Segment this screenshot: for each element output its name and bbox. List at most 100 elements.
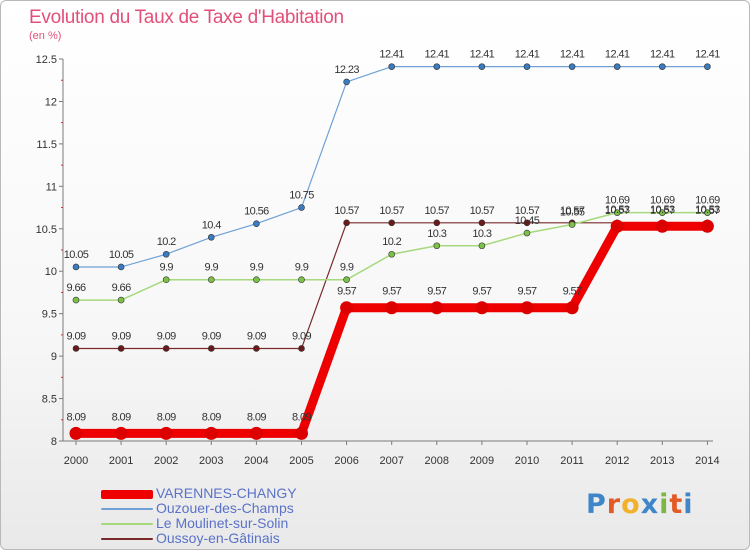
data-label: 8.09 <box>202 411 221 423</box>
data-point <box>343 219 350 227</box>
x-tick-label: 2000 <box>64 455 88 467</box>
data-point <box>208 345 215 352</box>
data-label: 12.23 <box>334 64 359 76</box>
y-tick-label: 11.5 <box>36 139 57 151</box>
data-label: 8.09 <box>247 411 266 423</box>
legend-label: Ouzouer-des-Champs <box>156 500 294 516</box>
data-label: 9.09 <box>292 330 311 342</box>
data-point <box>430 301 444 315</box>
data-point <box>523 63 531 70</box>
data-label: 10.53 <box>605 204 630 216</box>
data-point <box>523 219 531 227</box>
data-label: 9.66 <box>112 282 131 294</box>
data-point <box>162 250 170 258</box>
data-label: 10.3 <box>427 228 446 240</box>
data-label: 8.09 <box>292 411 311 423</box>
chart-title: Evolution du Taux de Taxe d'Habitation <box>29 7 344 28</box>
y-tick-label: 11 <box>46 181 57 193</box>
legend-swatch <box>101 508 153 510</box>
logo-letter: x <box>640 489 660 520</box>
data-label: 12.41 <box>515 49 540 61</box>
data-label: 9.09 <box>66 330 85 342</box>
data-label: 10.56 <box>244 206 269 218</box>
data-point <box>610 219 624 233</box>
legend-label: VARENNES-CHANGY <box>156 485 297 501</box>
data-label: 12.41 <box>560 49 585 61</box>
x-tick-label: 2012 <box>605 455 629 467</box>
data-label: 10.3 <box>472 228 491 240</box>
data-point <box>388 219 396 227</box>
data-label: 9.57 <box>563 286 582 298</box>
data-point <box>298 276 305 284</box>
data-point <box>520 301 534 315</box>
data-label: 9.09 <box>112 330 131 342</box>
data-point <box>565 301 579 315</box>
data-label: 10.57 <box>470 205 495 217</box>
data-label: 10.2 <box>157 236 176 248</box>
data-point <box>72 296 80 304</box>
data-point <box>704 209 711 216</box>
y-tick-label: 8 <box>51 436 57 448</box>
data-point <box>117 263 125 271</box>
data-point <box>388 250 396 258</box>
x-tick-label: 2005 <box>289 455 313 467</box>
data-point <box>298 204 305 211</box>
data-point <box>568 221 576 228</box>
data-point <box>162 276 170 284</box>
data-label: 10.57 <box>334 205 359 217</box>
data-label: 10.69 <box>695 195 720 207</box>
data-point <box>208 276 215 284</box>
data-label: 10.57 <box>515 205 540 217</box>
chart-subtitle: (en %) <box>29 30 62 42</box>
x-tick-label: 2007 <box>379 455 403 467</box>
x-tick-label: 2003 <box>199 455 223 467</box>
data-label: 10.69 <box>650 195 675 207</box>
data-label: 10.69 <box>605 195 630 207</box>
data-label: 10.57 <box>425 205 450 217</box>
data-point <box>658 209 666 216</box>
data-label: 10.57 <box>560 205 585 217</box>
data-point <box>613 63 621 70</box>
data-label: 9.09 <box>202 330 221 342</box>
data-label: 9.57 <box>517 286 536 298</box>
data-point <box>568 63 576 70</box>
data-point <box>72 345 80 352</box>
data-point <box>253 276 260 284</box>
data-point <box>159 426 173 440</box>
data-label: 9.09 <box>247 330 266 342</box>
data-label: 10.05 <box>64 249 89 261</box>
data-point <box>478 63 486 70</box>
data-label: 9.9 <box>340 262 354 274</box>
data-label: 9.9 <box>295 262 309 274</box>
x-tick-label: 2014 <box>695 455 719 467</box>
data-label: 10.53 <box>695 204 720 216</box>
data-label: 9.57 <box>472 286 491 298</box>
data-point <box>700 219 714 233</box>
data-point <box>655 219 669 233</box>
data-point <box>433 63 441 70</box>
x-tick-label: 2001 <box>109 455 133 467</box>
logo-letter: r <box>606 489 622 520</box>
data-point <box>72 263 80 271</box>
data-point <box>162 345 170 352</box>
data-label: 10.53 <box>650 204 675 216</box>
logo-letter: i <box>659 489 670 520</box>
data-label: 12.41 <box>650 49 675 61</box>
data-point <box>343 276 350 284</box>
logo-letter: P <box>586 489 607 520</box>
y-tick-label: 8.5 <box>42 394 57 406</box>
data-point <box>298 345 305 352</box>
x-tick-label: 2011 <box>560 455 584 467</box>
data-point <box>117 345 125 352</box>
data-label: 9.57 <box>337 286 356 298</box>
data-point <box>343 78 350 86</box>
data-label: 10.57 <box>379 205 404 217</box>
data-point <box>388 63 396 70</box>
data-point <box>478 219 486 227</box>
data-point <box>253 220 260 227</box>
y-tick-label: 10 <box>45 266 57 278</box>
data-point <box>658 63 666 70</box>
data-label: 9.9 <box>250 262 264 274</box>
